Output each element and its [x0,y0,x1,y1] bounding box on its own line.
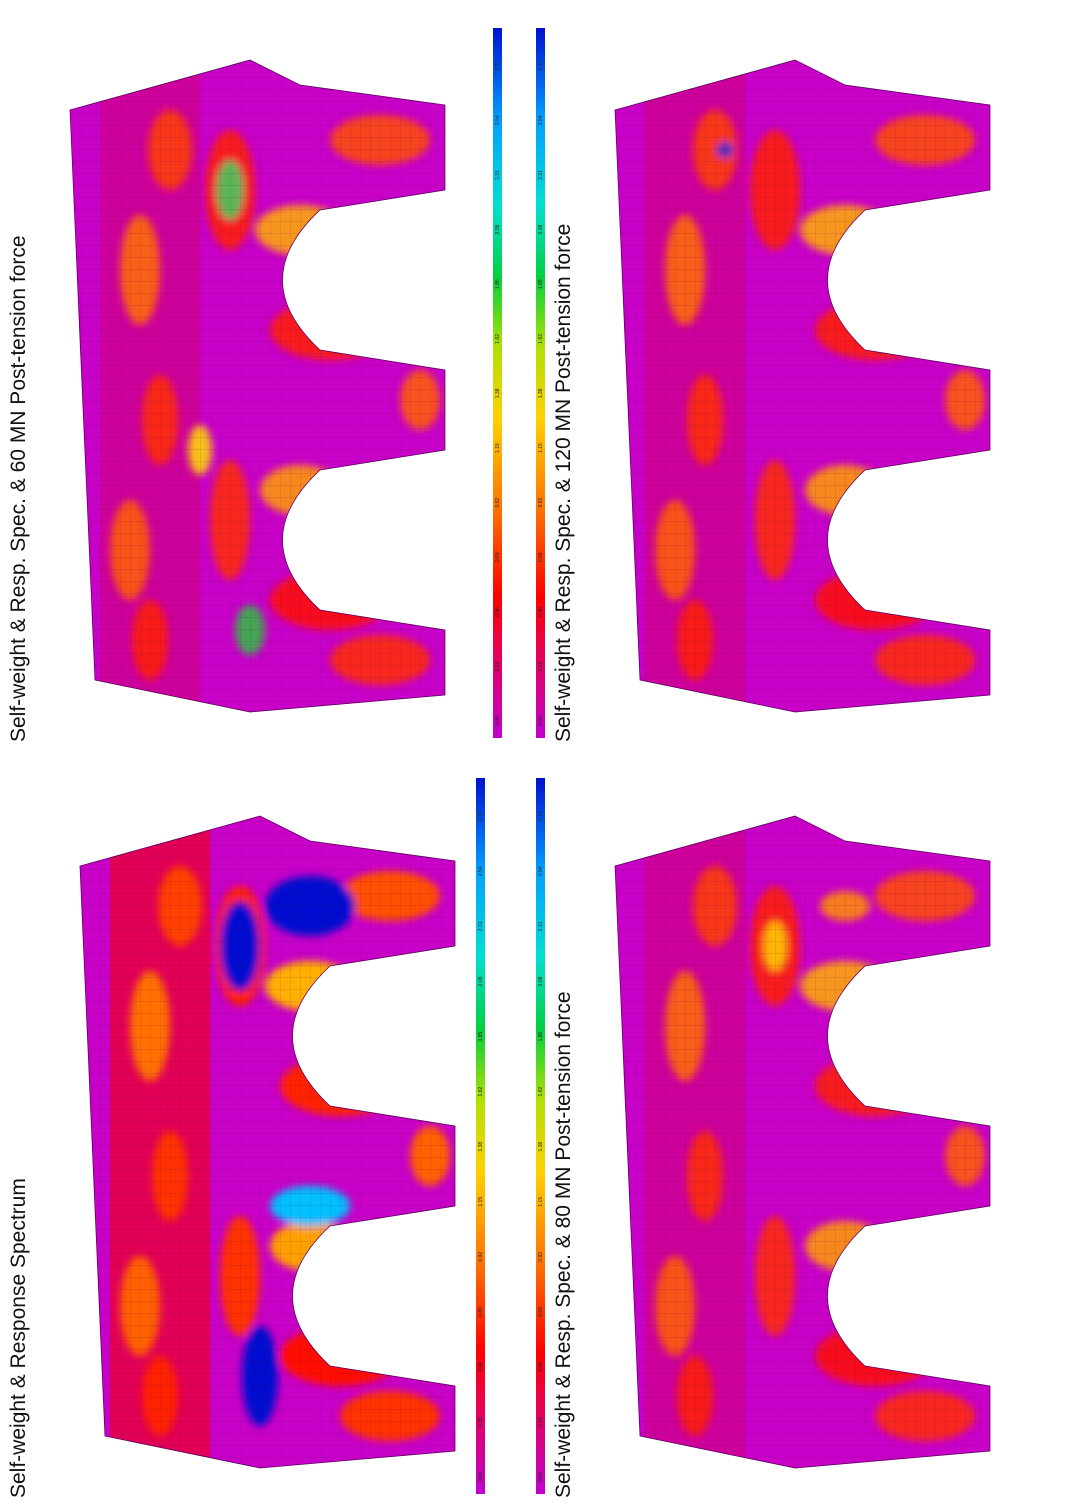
colorbar-label: 1.15 [538,1197,544,1207]
colorbar [536,778,545,1494]
mesh [70,60,445,712]
colorbar-label: 1.85 [478,1031,484,1041]
colorbar-label: 0.46 [538,607,544,617]
colorbar-label: 2.08 [495,225,501,235]
colorbar-label: 0.00 [538,716,544,726]
colorbar-label: 2.31 [478,921,484,931]
colorbar-label: 1.15 [478,1197,484,1207]
colorbar-label: 0.69 [495,552,501,562]
colorbar-label: 0.92 [495,498,501,508]
stress-model [70,60,445,712]
colorbar-label: 1.15 [495,443,501,453]
model-outline [614,59,991,713]
model-outline [614,815,991,1469]
colorbar-label: 2.77 [495,61,501,71]
stress-model [615,816,990,1468]
colorbar-label: 1.38 [478,1142,484,1152]
colorbar-label: 0.92 [538,1252,544,1262]
colorbar-label: 0.00 [478,1472,484,1482]
panel: Self-weight & Response Spectrum 0.00 0.23 0… [7,778,485,1498]
colorbar-label: 0.23 [495,661,501,671]
colorbar-label: 0.00 [495,716,501,726]
colorbar-label: 1.38 [538,1142,544,1152]
model-outline [69,59,446,713]
colorbar-label: 1.62 [538,334,544,344]
model-outline [79,815,456,1469]
colorbar-label: 0.23 [538,661,544,671]
colorbar-label: 2.54 [538,866,544,876]
colorbar-label: 0.92 [538,498,544,508]
colorbar-label: 2.54 [538,115,544,125]
panel-title: Self-weight & Response Spectrum [7,1178,30,1498]
colorbar-label: 2.77 [538,811,544,821]
colorbar-label: 1.85 [538,1031,544,1041]
mesh [80,816,455,1468]
colorbar-label: 1.62 [538,1087,544,1097]
stress-blotch [937,592,953,608]
colorbar-label: 0.23 [478,1417,484,1427]
colorbar-label: 1.62 [495,334,501,344]
colorbar-label: 1.62 [478,1087,484,1097]
colorbar-label: 2.08 [538,225,544,235]
colorbar [476,778,485,1494]
colorbar-label: 0.46 [538,1362,544,1372]
colorbar-label: 2.31 [538,170,544,180]
panel-title: Self-weight & Resp. Spec. & 80 MN Post-t… [552,991,575,1498]
panel: Self-weight & Resp. Spec. & 120 MN Post-… [536,28,991,742]
colorbar-label: 2.77 [538,61,544,71]
colorbar-label: 2.54 [495,115,501,125]
colorbar-label: 1.15 [538,443,544,453]
colorbar-label: 1.85 [538,279,544,289]
colorbar-label: 2.08 [538,976,544,986]
panel-title: Self-weight & Resp. Spec. & 120 MN Post-… [552,224,575,742]
panel: Self-weight & Resp. Spec. & 60 MN Post-t… [7,28,502,742]
panel: Self-weight & Resp. Spec. & 80 MN Post-t… [536,778,991,1498]
colorbar-label: 2.31 [538,921,544,931]
mesh [615,60,990,712]
colorbar-label: 2.31 [495,170,501,180]
colorbar-label: 0.92 [478,1252,484,1262]
colorbar-label: 2.54 [478,866,484,876]
panel-title: Self-weight & Resp. Spec. & 60 MN Post-t… [7,235,30,742]
colorbar-label: 1.38 [495,388,501,398]
stress-model [80,816,455,1468]
colorbar-label: 1.38 [538,388,544,398]
mesh [615,816,990,1468]
colorbar-label: 0.69 [538,1307,544,1317]
colorbar [493,28,502,738]
stress-model [615,60,990,712]
colorbar-label: 0.69 [478,1307,484,1317]
colorbar-label: 0.69 [538,552,544,562]
colorbar [536,28,545,738]
colorbar-label: 2.77 [478,811,484,821]
colorbar-label: 0.46 [495,607,501,617]
colorbar-label: 0.23 [538,1417,544,1427]
colorbar-label: 0.00 [538,1472,544,1482]
colorbar-label: 0.46 [478,1362,484,1372]
colorbar-label: 1.85 [495,279,501,289]
colorbar-label: 2.08 [478,976,484,986]
